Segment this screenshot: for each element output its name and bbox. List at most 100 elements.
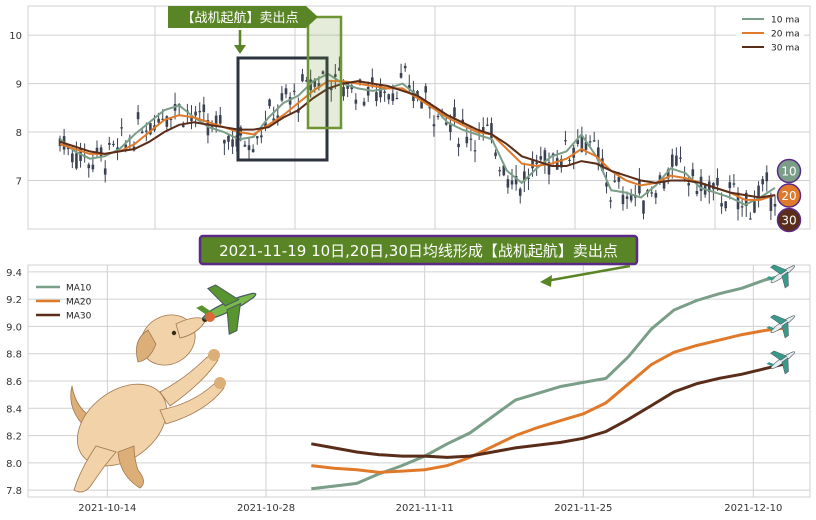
bottom-y-tick-label: 9.2 — [6, 295, 22, 306]
candle-body — [194, 111, 197, 116]
candle-body — [568, 159, 571, 162]
dog-paw — [208, 349, 220, 361]
candle-body — [605, 182, 608, 187]
top-legend-label: 10 ma — [771, 16, 800, 26]
candle-body — [761, 179, 764, 185]
down-arrow-icon — [234, 45, 246, 54]
ma-badge-label: 10 — [781, 165, 796, 179]
candle-body — [403, 65, 407, 69]
top-annotation-text: 【战机起航】卖出点 — [181, 10, 298, 26]
bottom-legend: MA10 MA20 MA30 — [36, 284, 92, 322]
candle-body — [198, 110, 202, 113]
candle-body — [91, 164, 95, 170]
candle-body — [387, 94, 391, 100]
ma-badge-30: 30 — [776, 207, 802, 233]
airplane-icon — [766, 314, 795, 339]
bottom-x-tick-label: 2021-10-14 — [78, 503, 136, 514]
candle-body — [260, 135, 263, 138]
candle-body — [670, 154, 674, 167]
bottom-x-tick-label: 2021-11-11 — [396, 503, 454, 514]
plane-wing-bottom — [781, 321, 789, 339]
candle-body — [112, 143, 115, 146]
top-y-tick-label: 9 — [16, 80, 22, 91]
dog-catching-plane-icon — [70, 314, 226, 493]
bottom-series-line-1 — [311, 273, 788, 491]
candle-body — [95, 147, 99, 152]
candle-body — [420, 101, 423, 109]
candle-body — [379, 84, 382, 98]
candle-body — [366, 87, 370, 96]
candle-body — [206, 120, 210, 136]
candle-body — [531, 160, 534, 169]
candle-body — [518, 188, 522, 196]
candle-body — [124, 144, 128, 150]
candle-body — [218, 115, 222, 124]
plane-wing-top — [770, 264, 788, 275]
candle-body — [486, 124, 489, 126]
candle-body — [588, 141, 592, 143]
candle-body — [370, 77, 374, 83]
candle-body — [654, 192, 658, 198]
candle-body — [264, 122, 267, 127]
top-y-tick-label: 10 — [9, 31, 22, 42]
candle-body — [120, 127, 123, 129]
candle-body — [453, 107, 456, 118]
candle-body — [338, 67, 341, 71]
candle-body — [334, 74, 337, 78]
candle-body — [157, 118, 160, 123]
plane-wing-top — [770, 350, 788, 361]
candle-body — [457, 143, 460, 148]
plane-wing-top — [770, 314, 788, 325]
candle-body — [560, 158, 563, 168]
candle-body — [514, 176, 518, 185]
candle-body — [75, 153, 78, 169]
candle-body — [547, 162, 551, 175]
candle-body — [724, 201, 727, 209]
dog-eye — [171, 330, 177, 336]
candle-body — [210, 126, 214, 128]
plane-tail — [766, 362, 775, 367]
candle-body — [597, 147, 600, 159]
middle-banner-bg — [198, 234, 639, 266]
candle-body — [720, 203, 723, 207]
ma-badge-circle — [776, 158, 802, 184]
top-y-tick-label: 8 — [16, 128, 22, 139]
dog-hind-leg — [73, 445, 117, 493]
candle-body — [613, 180, 617, 182]
candle-body — [342, 86, 345, 97]
candle-body — [621, 194, 625, 205]
plane-wing-top — [207, 284, 240, 307]
top-plot-frame — [27, 5, 811, 230]
candle-body — [629, 194, 633, 201]
candle-body — [740, 206, 744, 208]
candle-body — [251, 149, 255, 153]
candle-body — [773, 203, 777, 207]
candle-body — [116, 147, 119, 150]
candle-body — [247, 145, 251, 151]
bottom-x-tick-label: 2021-10-28 — [237, 503, 295, 514]
candle-body — [502, 165, 506, 176]
plane-fuselage — [770, 265, 795, 283]
candle-body — [321, 71, 325, 75]
candle-body — [662, 180, 666, 189]
candle-body — [539, 156, 543, 160]
ma-badge-20: 20 — [776, 183, 802, 208]
candle-body — [691, 169, 695, 177]
plane-propeller — [205, 312, 215, 322]
middle-banner: 2021-11-19 10日,20日,30日均线形成【战机起航】卖出点 — [198, 234, 639, 266]
candle-body — [66, 146, 70, 150]
candle-body — [749, 218, 752, 220]
plane-tail — [766, 276, 775, 281]
candle-body — [609, 200, 612, 202]
top-legend-label: 30 ma — [771, 44, 800, 54]
ma-badge-circle — [776, 183, 802, 208]
bottom-x-tick-label: 2021-11-25 — [554, 503, 612, 514]
candle-body — [633, 196, 637, 198]
candle-body — [399, 73, 403, 78]
plane-fuselage — [202, 292, 257, 320]
candle-body — [638, 179, 641, 194]
candle-body — [535, 162, 538, 165]
candle-body — [424, 86, 428, 93]
candle-body — [732, 183, 736, 185]
